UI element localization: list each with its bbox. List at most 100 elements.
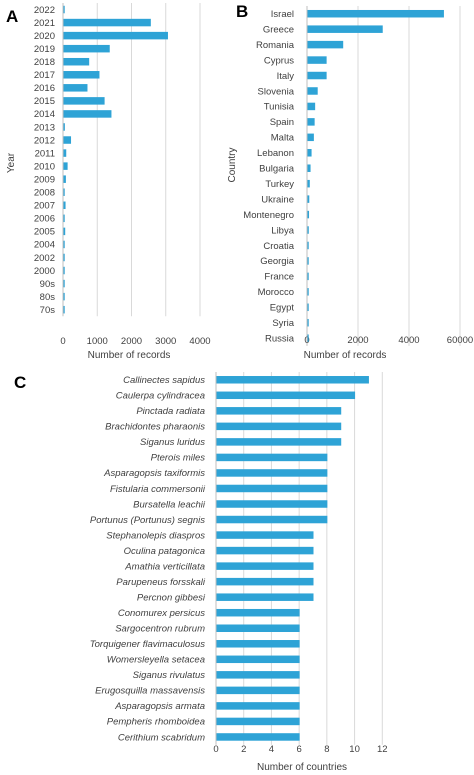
- c-bar: [216, 733, 300, 741]
- b-bar: [307, 87, 318, 95]
- chart-panel-c: 0 2 4 6 8 10 12 Callinectes sapidus Caulerpa cyl…: [90, 372, 388, 755]
- b-category-label: Tunisia: [264, 102, 295, 113]
- b-bar: [307, 40, 344, 49]
- b-bar: [307, 179, 310, 188]
- c-category-label: Asparagopsis armata: [114, 701, 205, 712]
- c-category-label: Cerithium scabridum: [118, 732, 205, 743]
- c-category-label: Torquigener flavimaculosus: [90, 639, 206, 650]
- a-category-label: 2010: [34, 161, 55, 172]
- a-bar: [63, 84, 88, 92]
- a-bar: [63, 162, 68, 170]
- b-bar: [307, 288, 309, 296]
- chart-panel-a: 0 1000 2000 3000 4000 2022 2021 2020 2019 2018 201…: [34, 3, 211, 347]
- c-category-label: Pterois miles: [151, 453, 206, 464]
- c-bar: [216, 608, 300, 617]
- c-x-tick-label: 4: [269, 744, 274, 755]
- c-category-label: Stephanolepis diaspros: [106, 530, 205, 541]
- a-category-label: 2017: [34, 70, 55, 81]
- b-category-label: Croatia: [263, 241, 294, 252]
- a-bar: [63, 57, 90, 66]
- c-bar: [216, 686, 300, 695]
- a-bar: [63, 18, 151, 27]
- c-category-label: Amathia verticillata: [124, 561, 205, 572]
- b-bar: [307, 272, 309, 281]
- b-category-label: Greece: [263, 24, 294, 35]
- a-category-label: 2014: [34, 109, 55, 120]
- c-bar: [216, 655, 300, 664]
- a-bar: [63, 279, 65, 288]
- panel-letter-c: C: [14, 373, 26, 392]
- c-x-tick-label: 0: [213, 744, 218, 755]
- a-x-tick-label: 3000: [155, 336, 176, 347]
- panel-b-y-axis-title: Country: [227, 147, 238, 182]
- c-bar: [216, 407, 342, 415]
- a-category-label: 2005: [34, 227, 55, 238]
- a-category-label: 2012: [34, 135, 55, 146]
- panel-a-x-axis-title: Number of records: [88, 350, 171, 361]
- a-x-tick-label: 1000: [87, 336, 108, 347]
- b-category-label: Turkey: [265, 179, 294, 190]
- b-bar: [307, 303, 309, 312]
- c-category-label: Percnon gibbesi: [137, 592, 206, 603]
- b-bar: [307, 210, 310, 219]
- b-bar: [307, 334, 309, 342]
- b-bar: [307, 241, 309, 250]
- c-x-tick-label: 6: [296, 744, 301, 755]
- b-bar: [307, 25, 383, 33]
- a-category-label: 2002: [34, 253, 55, 264]
- b-category-label: Syria: [272, 318, 294, 329]
- a-bar: [63, 136, 72, 144]
- a-bar: [63, 227, 66, 236]
- a-bar: [63, 253, 65, 262]
- b-x-tick-label: 0: [304, 335, 309, 346]
- b-category-label: Romania: [256, 40, 295, 51]
- c-category-label: Portunus (Portunus) segnis: [90, 515, 205, 526]
- c-category-label: Callinectes sapidus: [123, 375, 205, 386]
- c-category-label: Siganus luridus: [140, 437, 205, 448]
- c-bar: [216, 717, 300, 726]
- a-category-label: 2022: [34, 5, 55, 16]
- c-bar: [216, 391, 356, 400]
- a-category-label: 80s: [40, 292, 56, 303]
- a-bar: [63, 71, 100, 79]
- b-category-label: Montenegro: [243, 210, 294, 221]
- c-bar: [216, 702, 300, 710]
- a-category-label: 90s: [40, 279, 56, 290]
- a-bar: [63, 266, 65, 275]
- b-bar: [307, 9, 444, 18]
- a-category-label: 2004: [34, 240, 55, 251]
- a-bar: [63, 31, 168, 40]
- c-category-label: Caulerpa cylindracea: [116, 391, 205, 402]
- b-bar: [307, 71, 327, 80]
- b-bar: [307, 226, 309, 234]
- b-category-label: Bulgaria: [259, 164, 295, 175]
- c-bar: [216, 422, 342, 431]
- b-x-tick-label: 60000: [447, 335, 473, 346]
- a-category-label: 2006: [34, 214, 55, 225]
- c-category-label: Asparagopsis taxiformis: [103, 468, 205, 479]
- b-bar: [307, 195, 310, 203]
- c-x-tick-label: 8: [324, 744, 329, 755]
- c-category-label: Bursatella leachii: [133, 499, 206, 510]
- c-bar: [216, 640, 300, 648]
- c-category-label: Oculina patagonica: [124, 546, 205, 557]
- b-bar: [307, 257, 309, 265]
- a-category-label: 2008: [34, 188, 55, 199]
- c-category-label: Pinctada radiata: [136, 406, 205, 417]
- a-category-label: 2018: [34, 57, 55, 68]
- a-bar: [63, 149, 67, 157]
- a-bar: [63, 44, 110, 53]
- a-category-label: 70s: [40, 305, 56, 316]
- c-category-label: Sargocentron rubrum: [115, 624, 205, 635]
- a-bar: [63, 175, 66, 183]
- c-bar: [216, 469, 328, 477]
- b-bar: [307, 164, 311, 172]
- c-bar: [216, 453, 328, 462]
- a-bar: [63, 110, 112, 118]
- c-category-label: Conomurex persicus: [118, 608, 205, 619]
- b-bar: [307, 118, 315, 126]
- c-bar: [216, 438, 342, 446]
- c-category-label: Siganus rivulatus: [133, 670, 206, 681]
- c-category-label: Erugosquilla massavensis: [95, 686, 205, 697]
